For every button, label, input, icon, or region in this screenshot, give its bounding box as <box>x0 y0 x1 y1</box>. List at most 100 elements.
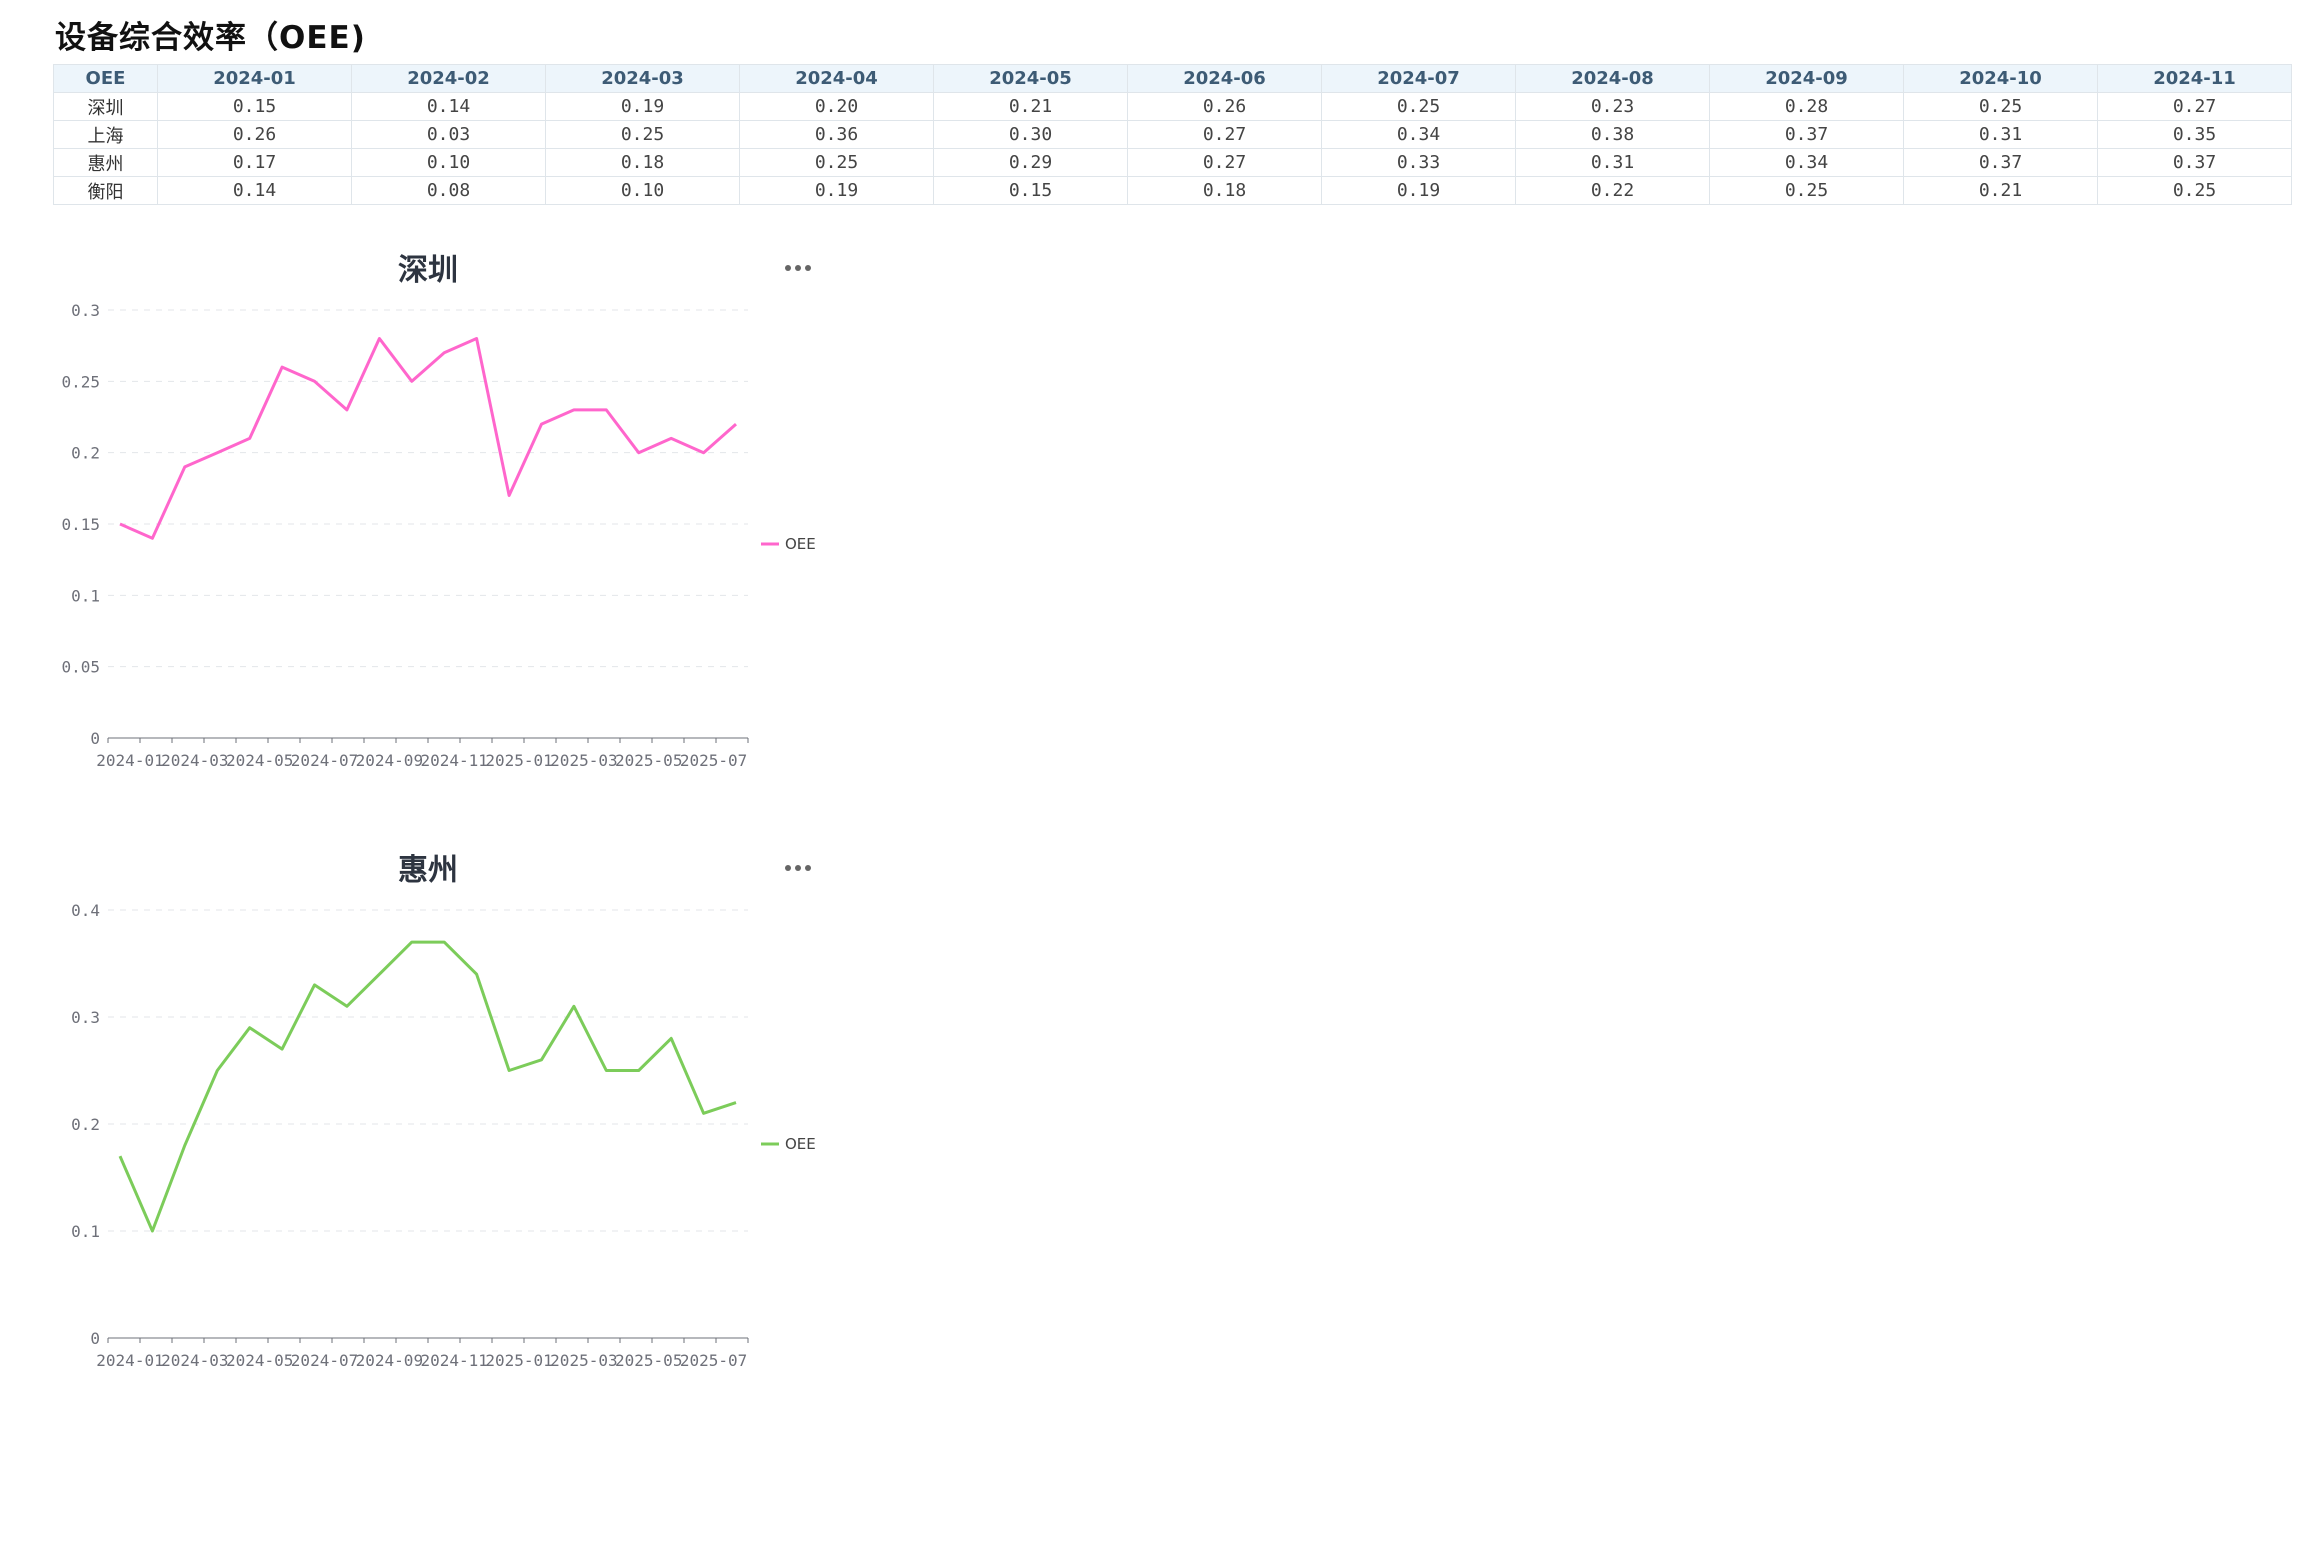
table-cell: 0.10 <box>351 148 546 177</box>
table-cell: 0.03 <box>351 120 546 149</box>
table-cell: 0.19 <box>1321 176 1516 205</box>
more-dot-icon <box>805 265 811 271</box>
row-header: 上海 <box>53 120 158 149</box>
table-cell: 0.25 <box>739 148 934 177</box>
table-cell: 0.25 <box>1709 176 1904 205</box>
x-tick-label: 2025-05 <box>615 1351 682 1370</box>
y-tick-label: 0.25 <box>61 372 100 391</box>
table-cell: 0.17 <box>157 148 352 177</box>
x-tick-label: 2024-07 <box>291 751 358 770</box>
line-chart-shenzhen: 深圳00.050.10.150.20.250.32024-012024-0320… <box>61 253 816 770</box>
x-tick-label: 2024-03 <box>161 1351 228 1370</box>
column-header: 2024-11 <box>2097 64 2292 93</box>
oee-table: OEE 2024-01 2024-02 2024-03 2024-04 2024… <box>53 64 2292 205</box>
table-cell: 0.21 <box>1903 176 2098 205</box>
y-tick-label: 0 <box>90 729 100 748</box>
column-header: 2024-04 <box>739 64 934 93</box>
x-tick-label: 2025-07 <box>680 751 747 770</box>
y-tick-label: 0.2 <box>71 1115 100 1134</box>
x-tick-label: 2024-05 <box>226 751 293 770</box>
table-cell: 0.14 <box>351 92 546 121</box>
column-header: 2024-06 <box>1127 64 1322 93</box>
y-tick-label: 0 <box>90 1329 100 1348</box>
table-cell: 0.19 <box>545 92 740 121</box>
table-cell: 0.25 <box>2097 176 2292 205</box>
table-cell: 0.22 <box>1515 176 1710 205</box>
more-options-button[interactable] <box>778 256 818 280</box>
y-tick-label: 0.3 <box>71 301 100 320</box>
table-cell: 0.38 <box>1515 120 1710 149</box>
series-line-oee <box>119 337 737 540</box>
y-tick-label: 0.1 <box>71 1222 100 1241</box>
x-tick-label: 2024-01 <box>96 751 163 770</box>
column-header: 2024-09 <box>1709 64 1904 93</box>
line-chart-huizhou: 惠州00.10.20.30.42024-012024-032024-052024… <box>71 853 816 1370</box>
table-cell: 0.27 <box>1127 148 1322 177</box>
table-cell: 0.19 <box>739 176 934 205</box>
table-cell: 0.30 <box>933 120 1128 149</box>
table-cell: 0.08 <box>351 176 546 205</box>
table-cell: 0.26 <box>1127 92 1322 121</box>
chart-title: 惠州 <box>398 853 458 888</box>
chart-title: 深圳 <box>398 253 458 288</box>
series-line-oee <box>118 940 737 1233</box>
table-cell: 0.25 <box>1903 92 2098 121</box>
x-tick-label: 2025-01 <box>485 751 552 770</box>
x-tick-label: 2024-09 <box>356 1351 423 1370</box>
chart-huizhou: 惠州 0 0.1 0.2 0.3 0.4 2024-01 2024-03 2024-05 2024… <box>53 840 843 1400</box>
table-cell: 0.28 <box>1709 92 1904 121</box>
y-tick-label: 0.1 <box>71 586 100 605</box>
legend-label: OEE <box>785 1135 816 1153</box>
table-cell: 0.20 <box>739 92 934 121</box>
row-header: 深圳 <box>53 92 158 121</box>
table-cell: 0.25 <box>1321 92 1516 121</box>
column-header: 2024-05 <box>933 64 1128 93</box>
x-tick-label: 2024-05 <box>226 1351 293 1370</box>
table-row: 衡阳 0.14 0.08 0.10 0.19 0.15 0.18 0.19 0.… <box>53 176 2292 205</box>
table-cell: 0.26 <box>157 120 352 149</box>
table-cell: 0.21 <box>933 92 1128 121</box>
more-dot-icon <box>795 265 801 271</box>
table-cell: 0.37 <box>1709 120 1904 149</box>
more-options-button[interactable] <box>778 856 818 880</box>
table-cell: 0.10 <box>545 176 740 205</box>
x-tick-label: 2025-05 <box>615 751 682 770</box>
x-tick-label: 2025-01 <box>485 1351 552 1370</box>
table-cell: 0.23 <box>1515 92 1710 121</box>
table-row: 深圳 0.15 0.14 0.19 0.20 0.21 0.26 0.25 0.… <box>53 92 2292 121</box>
x-tick-label: 2024-11 <box>420 1351 487 1370</box>
more-dot-icon <box>805 865 811 871</box>
y-tick-label: 0.2 <box>71 444 100 463</box>
table-cell: 0.15 <box>157 92 352 121</box>
x-tick-label: 2024-07 <box>291 1351 358 1370</box>
table-cell: 0.18 <box>1127 176 1322 205</box>
column-header: 2024-07 <box>1321 64 1516 93</box>
x-tick-label: 2024-03 <box>161 751 228 770</box>
column-header: 2024-02 <box>351 64 546 93</box>
table-cell: 0.27 <box>2097 92 2292 121</box>
y-tick-label: 0.05 <box>61 658 100 677</box>
table-row: 上海 0.26 0.03 0.25 0.36 0.30 0.27 0.34 0.… <box>53 120 2292 149</box>
table-cell: 0.25 <box>545 120 740 149</box>
x-tick-label: 2024-09 <box>356 751 423 770</box>
row-header: 衡阳 <box>53 176 158 205</box>
column-header: 2024-01 <box>157 64 352 93</box>
row-header: 惠州 <box>53 148 158 177</box>
table-cell: 0.15 <box>933 176 1128 205</box>
table-cell: 0.33 <box>1321 148 1516 177</box>
legend-label: OEE <box>785 535 816 553</box>
column-header: 2024-03 <box>545 64 740 93</box>
y-tick-label: 0.4 <box>71 901 100 920</box>
column-header: 2024-08 <box>1515 64 1710 93</box>
table-cell: 0.18 <box>545 148 740 177</box>
table-cell: 0.35 <box>2097 120 2292 149</box>
x-tick-label: 2024-01 <box>96 1351 163 1370</box>
table-cell: 0.29 <box>933 148 1128 177</box>
table-cell: 0.31 <box>1515 148 1710 177</box>
table-cell: 0.14 <box>157 176 352 205</box>
page-title: 设备综合效率（OEE) <box>55 20 366 56</box>
more-dot-icon <box>785 265 791 271</box>
x-tick-label: 2025-07 <box>680 1351 747 1370</box>
table-cell: 0.34 <box>1709 148 1904 177</box>
table-cell: 0.34 <box>1321 120 1516 149</box>
